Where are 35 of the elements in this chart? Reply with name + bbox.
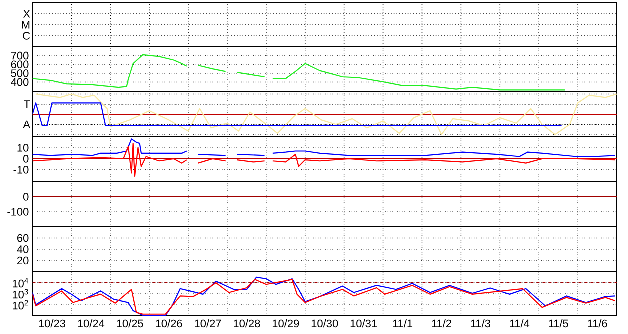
y-tick-label: 600: [11, 60, 29, 69]
x-tick-label: 11/5: [549, 320, 568, 328]
x-tick-label: 10/31: [350, 320, 378, 328]
x-tick-label: 10/24: [78, 320, 105, 328]
y-tick-label: 400: [11, 78, 29, 86]
y-tick-label: 10$^{3}$: [12, 289, 28, 299]
x-tick-label: 11/6: [588, 320, 608, 328]
text: A: [23, 120, 30, 128]
x-tick-label: 10/23: [39, 320, 66, 328]
x-tick-label: 11/4: [510, 320, 530, 328]
y-tick-label: 700: [11, 52, 29, 60]
x-tick-label: 11/1: [393, 320, 413, 328]
y-tick-label: 40: [17, 246, 29, 254]
x-tick-label: 10/29: [272, 320, 300, 328]
y-tick-label: 500: [11, 70, 29, 78]
y-tick-label: 10$^{4}$: [12, 278, 28, 288]
x-tick-label: 10/30: [312, 320, 338, 328]
x-tick-label: 11/3: [471, 320, 490, 328]
y-tick-label: 0: [23, 193, 29, 201]
y-tick-label: 10: [18, 144, 29, 152]
text: T: [24, 100, 30, 108]
x-tick-label: 10/25: [117, 320, 144, 328]
y-tick-label: 20: [17, 256, 29, 265]
y-tick-label: 10$^{2}$: [12, 300, 28, 310]
y-tick-label: 60: [18, 234, 29, 242]
x-tick-label: 10/28: [234, 320, 260, 328]
x-tick-label: 11/2: [432, 320, 452, 328]
x-tick-label: 10/26: [156, 320, 182, 328]
text: M: [22, 21, 30, 29]
y-tick-label: 0: [23, 155, 29, 163]
y-tick-label: -100: [8, 208, 29, 216]
text: X: [23, 10, 30, 18]
y-tick-label: -10: [14, 166, 29, 174]
text: C: [23, 32, 30, 40]
x-tick-label: 10/27: [195, 320, 222, 328]
